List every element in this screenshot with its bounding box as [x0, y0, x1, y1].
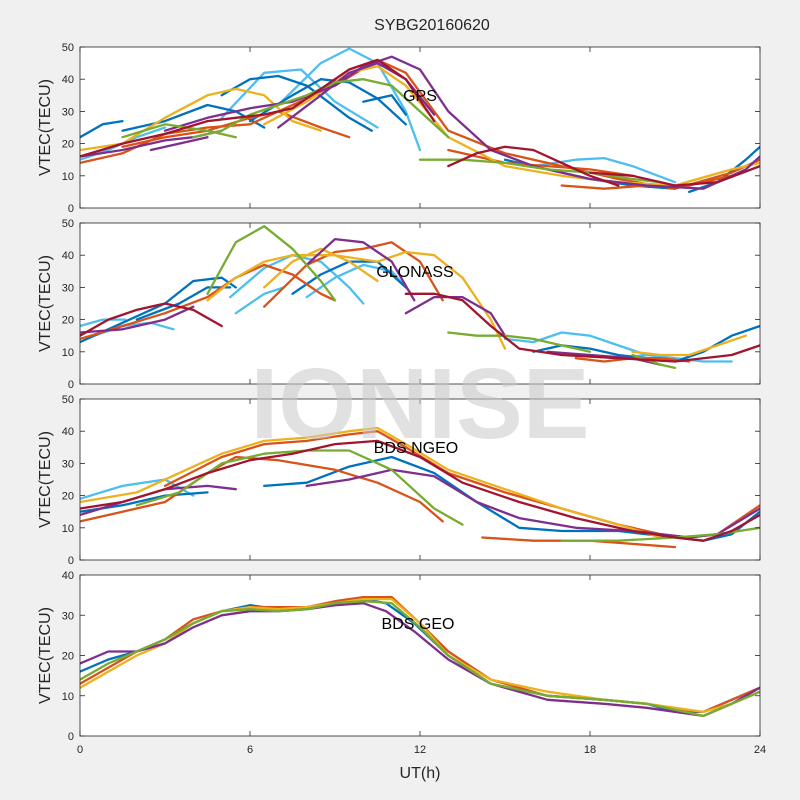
panel-glonass: 0 10 20 30 40 50 VTEC(TECU) GLONASS [37, 218, 761, 391]
y-tick-label: 0 [68, 203, 74, 215]
plot-area [80, 575, 760, 736]
series-line-8 [80, 276, 237, 344]
y-tick-label: 10 [62, 171, 74, 183]
y-tick-label: 0 [68, 555, 74, 567]
y-tick-label: 20 [62, 139, 74, 151]
y-tick-label: 30 [62, 282, 74, 294]
panels: 0 10 20 30 40 50 VTEC(TECU) GPS 0 10 20 30 40 50 VTEC(… [37, 42, 766, 756]
y-tick-label: 50 [62, 42, 74, 54]
series-line-13 [121, 110, 351, 148]
y-tick-label: 40 [62, 250, 74, 262]
series-line-5 [305, 263, 413, 299]
series-line-27 [404, 292, 760, 363]
y-axis-label: VTEC(TECU) [37, 607, 54, 704]
series-line-7 [80, 426, 662, 539]
y-axis-label: VTEC(TECU) [37, 431, 54, 528]
figure-title: SYBG20160620 [374, 17, 490, 34]
series-line-16 [206, 250, 507, 350]
y-tick-label: 20 [62, 315, 74, 327]
y-tick-label: 40 [62, 570, 74, 582]
series-line-5 [80, 119, 124, 139]
panel-gps: 0 10 20 30 40 50 VTEC(TECU) GPS [37, 42, 761, 215]
y-tick-label: 0 [68, 379, 74, 391]
series-line-14 [447, 148, 634, 177]
series-line-9 [135, 286, 232, 321]
series-line-17 [263, 247, 379, 289]
series-line-19 [149, 136, 209, 152]
y-tick-label: 40 [62, 74, 74, 86]
x-tick-label: 0 [77, 744, 83, 756]
series-line-6 [503, 331, 648, 357]
series-line-25 [631, 353, 677, 370]
series-line-16 [80, 87, 322, 152]
series-line-25 [80, 58, 436, 158]
y-tick-label: 30 [62, 458, 74, 470]
series-line-21 [404, 295, 507, 337]
y-tick-label: 10 [62, 523, 74, 535]
series-group [80, 47, 760, 194]
series-line-24 [447, 331, 592, 353]
y-tick-label: 10 [62, 347, 74, 359]
series-line-11 [688, 145, 760, 194]
series-line-11 [532, 344, 648, 360]
series-line-9 [362, 94, 407, 116]
y-tick-label: 30 [62, 106, 74, 118]
y-tick-label: 0 [68, 731, 74, 743]
series-line-12 [80, 439, 760, 542]
y-axis-label: VTEC(TECU) [37, 79, 54, 176]
x-tick-label: 24 [754, 744, 766, 756]
y-tick-label: 40 [62, 426, 74, 438]
panel-label: BDS GEO [382, 616, 455, 633]
y-tick-label: 20 [62, 491, 74, 503]
panel-bds-geo: 0 10 20 30 40 0 6 12 18 24 VTEC(TECU) BDS GEO [37, 570, 766, 756]
series-line-20 [305, 237, 416, 302]
series-line-27 [588, 164, 760, 187]
panel-label: BDS NGEO [374, 440, 458, 457]
series-line-1 [220, 68, 379, 129]
series-line-26 [80, 302, 223, 337]
series-line-20 [163, 55, 760, 190]
x-tick-label: 6 [247, 744, 253, 756]
series-group [80, 595, 760, 718]
series-line-8 [248, 78, 407, 126]
series-line-26 [447, 145, 620, 187]
series-line-22 [546, 350, 662, 366]
y-tick-label: 20 [62, 651, 74, 663]
series-line-3 [229, 254, 365, 305]
series-line-2 [277, 47, 422, 152]
x-axis-label: UT(h) [400, 765, 441, 782]
series-line-4 [80, 602, 760, 718]
series-group [80, 426, 760, 549]
series-line-5 [80, 600, 760, 718]
series-line-4 [234, 286, 286, 315]
y-axis-label: VTEC(TECU) [37, 255, 54, 352]
y-tick-label: 50 [62, 394, 74, 406]
series-group [80, 225, 760, 370]
panel-bds-ngeo: 0 10 20 30 40 50 VTEC(TECU) BDS NGEO [37, 394, 761, 567]
series-line-23 [206, 225, 337, 302]
x-tick-label: 18 [584, 744, 596, 756]
watermark: IONISE [251, 348, 590, 460]
panel-label: GLONASS [376, 264, 453, 281]
y-tick-label: 50 [62, 218, 74, 230]
panel-label: GPS [403, 88, 437, 105]
series-line-19 [80, 305, 195, 334]
series-line-18 [631, 334, 747, 357]
series-line-1 [80, 318, 127, 328]
y-tick-label: 30 [62, 610, 74, 622]
y-tick-label: 10 [62, 691, 74, 703]
series-line-12 [673, 324, 760, 363]
x-tick-label: 12 [414, 744, 426, 756]
series-line-7 [220, 74, 373, 132]
